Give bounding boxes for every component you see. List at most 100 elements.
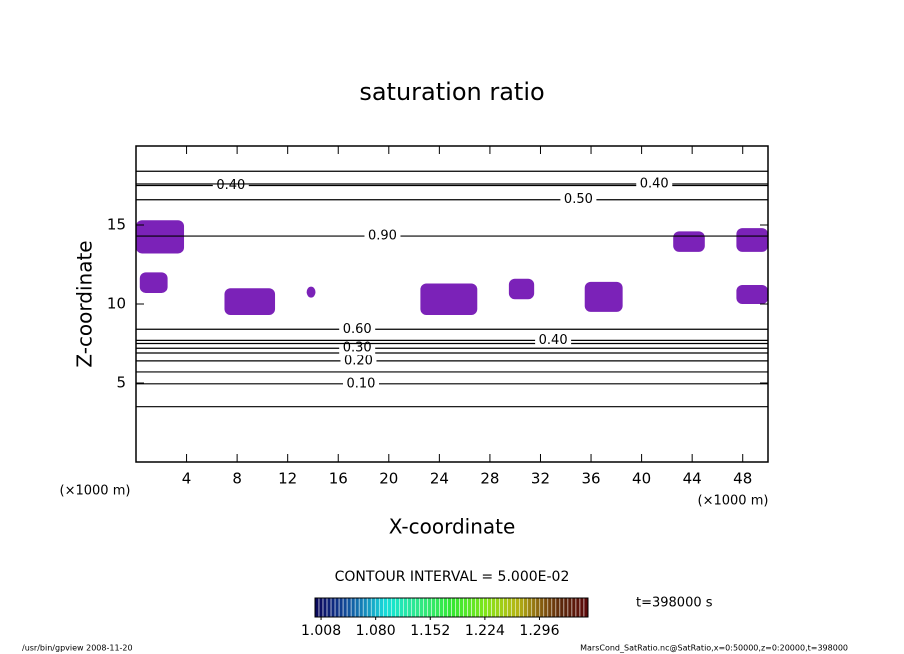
colorbar-cell [491,597,496,618]
colorbar-cell [563,597,569,618]
x-tick-label: 8 [232,470,242,488]
colorbar-cell [362,597,368,618]
colorbar-tick-label: 1.080 [356,623,396,639]
colorbar-cell [551,597,557,618]
colorbar-cell [447,597,452,618]
colorbar-cell [579,597,585,618]
colorbar-cell [479,597,484,618]
colorbar-frame [314,597,589,618]
supersaturated-region [420,283,478,316]
colorbar-cell [463,597,468,618]
contour-label: 0.10 [347,376,376,391]
colorbar-cell [338,597,344,618]
contour-label-bg [560,192,597,207]
colorbar-cell [330,597,336,618]
supersaturated-region [224,288,276,316]
colorbar-cell [467,597,472,618]
colorbar-cell [395,597,400,618]
colorbar-cell [391,597,396,618]
footer-left: /usr/bin/gpview 2008-11-20 [22,644,133,653]
colorbar-cell [483,597,488,618]
colorbar-cell [366,597,372,618]
colorbar-cell [358,597,364,618]
contour-label: 0.20 [344,353,373,368]
colorbar-cell [475,597,480,618]
colorbar-cell [543,597,549,618]
y-tick-label: 10 [107,295,126,313]
colorbar-tick-label: 1.152 [410,623,450,639]
colorbar-cell [431,597,436,618]
x-tick-label: 44 [683,470,702,488]
contour-label-bg [364,229,401,244]
contour-label: 0.90 [368,229,397,244]
supersaturated-region [673,231,705,252]
y-axis-label: Z-coordinate [73,240,97,367]
colorbar-cell [423,597,428,618]
colorbar-cell [487,597,492,618]
contour-label: 0.60 [343,322,372,337]
footer-right: MarsCond_SatRatio.nc@SatRatio,x=0:50000,… [580,644,848,653]
colorbar-cell [383,597,388,618]
x-tick-label: 32 [531,470,550,488]
colorbar-cell [539,597,545,618]
contour-label: 0.40 [216,178,245,193]
contour-label-bg [212,178,249,193]
y-tick-label: 5 [116,374,126,392]
colorbar-cell [559,597,565,618]
colorbar-cell [378,597,384,618]
colorbar-cell [511,597,516,618]
colorbar-cell [583,597,589,618]
x-tick-label: 40 [632,470,651,488]
colorbar-cell [350,597,356,618]
contour-label: 0.40 [640,176,669,191]
colorbar-tick-label: 1.224 [465,623,505,639]
colorbar-cell [411,597,416,618]
colorbar-cell [471,597,476,618]
colorbar-cell [567,597,573,618]
contour-label-bg [342,376,379,391]
x-tick-label: 20 [379,470,398,488]
colorbar-cell [399,597,404,618]
colorbar-cell [346,597,352,618]
colorbar-cell [555,597,561,618]
contour-label-bg [535,333,572,348]
chart-title: saturation ratio [359,78,544,106]
y-unit: (×1000 m) [60,484,131,499]
x-unit: (×1000 m) [698,494,769,509]
colorbar-cell [571,597,577,618]
colorbar-cell [527,597,533,618]
colorbar-cell [547,597,553,618]
contour-label-bg [340,353,377,368]
x-tick-label: 48 [733,470,752,488]
x-tick-label: 28 [480,470,499,488]
supersaturated-region [508,278,535,300]
colorbar-cell [535,597,541,618]
colorbar-cell [326,597,332,618]
supersaturated-region [306,286,316,298]
contour-interval: CONTOUR INTERVAL = 5.000E-02 [335,569,570,585]
x-axis-label: X-coordinate [389,515,516,539]
colorbar-cell [459,597,464,618]
supersaturated-region [136,220,185,254]
contour-label: 0.40 [539,333,568,348]
colorbar-cell [407,597,412,618]
colorbar-cell [575,597,581,618]
contour-label-bg [339,341,376,356]
colorbar-cell [531,597,537,618]
colorbar-cell [507,597,512,618]
x-tick-label: 12 [278,470,297,488]
colorbar-cell [354,597,360,618]
colorbar-cell [503,597,508,618]
contour-label: 0.50 [564,192,593,207]
colorbar-cell [370,597,376,618]
contour-label: 0.30 [343,341,372,356]
x-tick-label: 36 [581,470,600,488]
colorbar-cell [519,597,525,618]
colorbar-cell [314,597,320,618]
supersaturated-region [736,228,768,252]
y-tick-label: 15 [107,216,126,234]
colorbar-cell [334,597,340,618]
colorbar-cell [403,597,408,618]
colorbar-cell [439,597,444,618]
